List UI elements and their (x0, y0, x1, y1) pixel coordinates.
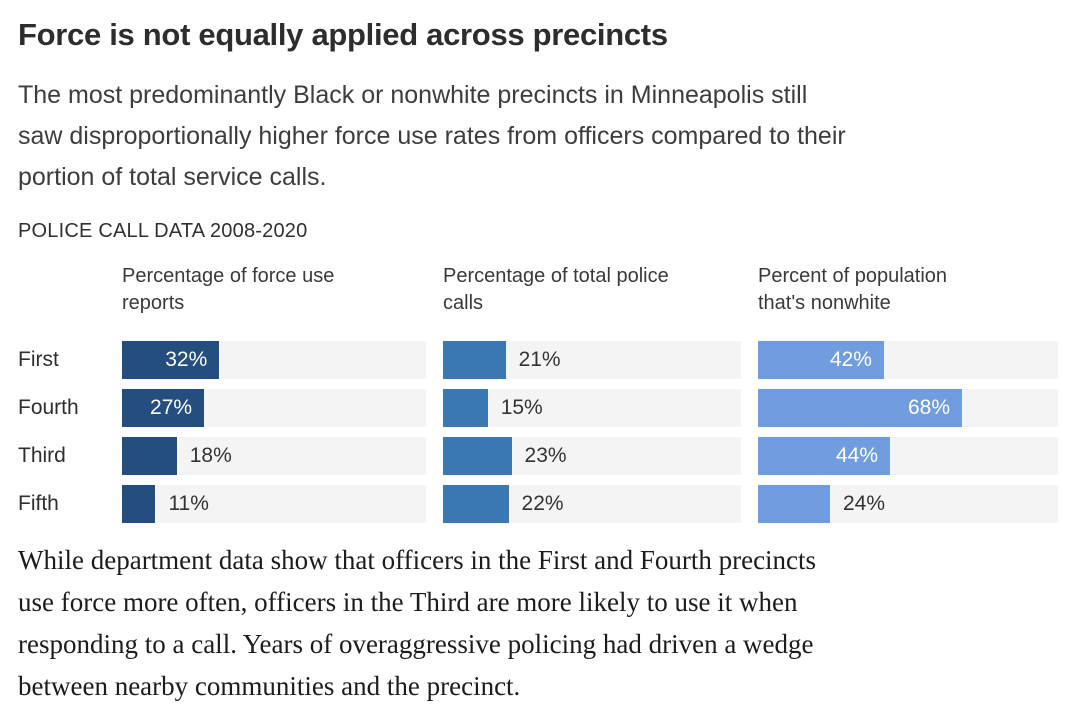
chart-corner-spacer (18, 263, 105, 331)
bar-first-nonwhite: 42% (758, 340, 1058, 379)
bar-fill (758, 484, 830, 523)
bar-fifth-force-use: 11% (122, 484, 426, 523)
bar-fill (122, 484, 156, 523)
bar-fill (443, 436, 512, 475)
column-header-line: calls (443, 291, 484, 314)
bar-value-label: 15% (500, 395, 543, 419)
bar-fill (122, 388, 205, 427)
bar-value-label: 24% (843, 491, 886, 515)
analysis-line: use force more often, officers in the Th… (18, 586, 798, 617)
bar-value-label: 18% (189, 443, 232, 467)
column-header-line: Percentage of force use (122, 264, 335, 287)
bar-fill (443, 484, 509, 523)
bar-value-label: 23% (524, 443, 567, 467)
bar-third-force-use: 18% (122, 436, 426, 475)
bar-fill (758, 340, 884, 379)
bar-value-label: 42% (829, 347, 872, 371)
row-label-first: First (18, 347, 59, 371)
analysis-line: responding to a call. Years of overaggre… (18, 628, 814, 659)
bar-fill (122, 340, 220, 379)
analysis-line: between nearby communities and the preci… (18, 670, 521, 701)
bar-first-force-use: 32% (122, 340, 426, 379)
bar-value-label: 11% (168, 491, 209, 515)
page-title: Force is not equally applied across prec… (18, 17, 668, 52)
bar-fill (758, 388, 962, 427)
column-header-line: Percent of population (758, 264, 948, 287)
bar-value-label: 21% (518, 347, 561, 371)
column-header-line: that's nonwhite (758, 291, 891, 314)
bar-value-label: 44% (835, 443, 878, 467)
bar-third-police-calls: 23% (443, 436, 741, 475)
row-label-third: Third (18, 443, 66, 467)
analysis-line: While department data show that officers… (18, 544, 817, 575)
row-label-fourth: Fourth (18, 395, 79, 419)
bar-fill (443, 340, 506, 379)
subtitle-line: The most predominantly Black or nonwhite… (18, 80, 808, 109)
subtitle-line: saw disproportionally higher force use r… (18, 121, 846, 150)
data-source-kicker: POLICE CALL DATA 2008-2020 (18, 219, 308, 242)
bar-first-police-calls: 21% (443, 340, 741, 379)
bar-fill (122, 436, 177, 475)
column-header-line: Percentage of total police (443, 264, 669, 287)
bar-fourth-force-use: 27% (122, 388, 426, 427)
bar-value-label: 32% (165, 347, 208, 371)
bar-fifth-nonwhite: 24% (758, 484, 1058, 523)
subtitle-line: portion of total service calls. (18, 162, 327, 191)
column-header-population-nonwhite: Percent of population that's nonwhite (758, 263, 1058, 331)
column-header-total-police-calls: Percentage of total police calls (443, 263, 741, 331)
bar-value-label: 22% (521, 491, 564, 515)
bar-fill (443, 388, 488, 427)
bar-chart-grid: Percentage of force use reports Percenta… (18, 263, 1058, 523)
row-label-fifth: Fifth (18, 491, 59, 515)
analysis-paragraph: While department data show that officers… (18, 539, 1058, 707)
bar-fourth-nonwhite: 68% (758, 388, 1058, 427)
bar-fill (758, 436, 890, 475)
bar-fifth-police-calls: 22% (443, 484, 741, 523)
bar-value-label: 27% (150, 395, 193, 419)
bar-third-nonwhite: 44% (758, 436, 1058, 475)
bar-value-label: 68% (907, 395, 950, 419)
bar-fourth-police-calls: 15% (443, 388, 741, 427)
column-header-force-use-reports: Percentage of force use reports (122, 263, 426, 331)
column-header-line: reports (122, 291, 185, 314)
chart-subtitle: The most predominantly Black or nonwhite… (18, 75, 1058, 198)
